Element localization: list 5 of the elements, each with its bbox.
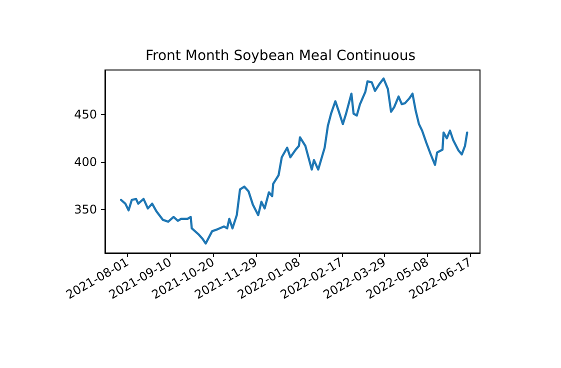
chart-title: Front Month Soybean Meal Continuous (145, 48, 416, 64)
y-tick-label: 400 (74, 154, 97, 169)
y-tick-label: 450 (74, 108, 97, 122)
y-tick-label: 350 (74, 202, 97, 216)
line-series (120, 77, 468, 245)
